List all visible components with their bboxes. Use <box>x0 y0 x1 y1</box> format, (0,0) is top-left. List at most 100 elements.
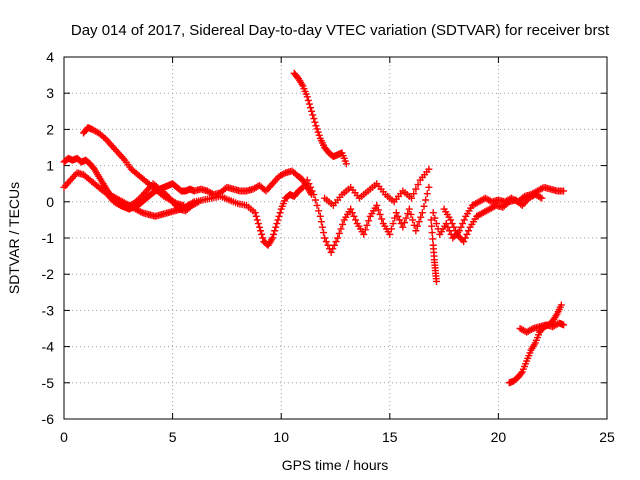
y-tick-label: 0 <box>46 194 54 210</box>
y-tick-label: 3 <box>46 85 54 101</box>
data-point <box>412 227 420 235</box>
data-point <box>457 223 465 231</box>
data-point <box>342 160 350 168</box>
data-point <box>252 212 260 220</box>
track-right-lower <box>440 191 546 246</box>
data-point <box>320 229 328 237</box>
data-point <box>280 170 288 178</box>
data-point <box>310 191 318 199</box>
data-point <box>396 216 404 224</box>
data-point <box>387 225 395 233</box>
data-point <box>400 219 408 227</box>
data-point <box>303 93 311 101</box>
data-point <box>417 213 425 221</box>
data-point <box>318 223 326 231</box>
data-point <box>115 201 123 209</box>
data-point <box>386 230 394 238</box>
data-point <box>428 222 436 230</box>
data-point <box>305 180 313 188</box>
data-point <box>373 201 381 209</box>
data-point <box>310 115 318 123</box>
data-point <box>414 181 422 189</box>
data-point <box>337 225 345 233</box>
data-point <box>363 221 371 229</box>
axis-ticks <box>63 56 608 420</box>
data-point <box>254 220 262 228</box>
data-point <box>307 183 315 191</box>
data-point <box>374 206 382 214</box>
x-axis-label: GPS time / hours <box>282 457 389 473</box>
data-point <box>404 210 412 218</box>
data-point <box>450 223 458 231</box>
data-point <box>459 220 467 228</box>
data-point <box>327 248 335 256</box>
x-tick-label: 10 <box>273 429 289 445</box>
y-tick-label: -6 <box>42 411 55 427</box>
data-point <box>311 118 319 126</box>
data-point <box>332 238 340 246</box>
track-bottom-right-flat <box>516 319 568 336</box>
data-point <box>255 223 263 231</box>
data-point <box>410 190 418 198</box>
data-point <box>447 216 455 224</box>
y-tick-label: 1 <box>46 158 54 174</box>
data-point <box>134 196 142 204</box>
track-upper-right-short <box>290 69 350 168</box>
track-center-noisy <box>303 176 433 256</box>
data-point <box>402 214 410 222</box>
track-center-upper <box>321 165 433 209</box>
data-point <box>397 220 405 228</box>
data-point <box>378 215 386 223</box>
data-point <box>536 193 544 201</box>
data-point <box>360 230 368 238</box>
data-point <box>560 321 568 329</box>
data-point <box>304 96 312 104</box>
data-point <box>253 216 261 224</box>
data-point <box>273 220 281 228</box>
data-point <box>392 209 400 217</box>
data-point <box>307 104 315 112</box>
data-point <box>410 221 418 229</box>
data-point <box>432 277 440 285</box>
data-point <box>299 183 307 191</box>
data-point <box>195 198 203 206</box>
data-point <box>137 208 145 216</box>
data-point <box>321 234 329 242</box>
y-tick-label: -4 <box>42 339 55 355</box>
data-point <box>408 194 416 202</box>
data-point <box>425 183 433 191</box>
data-point <box>276 209 284 217</box>
data-point <box>448 220 456 228</box>
data-point <box>557 301 565 309</box>
data-point <box>528 325 536 333</box>
data-point <box>298 184 306 192</box>
track-drop-center <box>427 216 440 285</box>
data-point <box>275 212 283 220</box>
data-point <box>429 235 437 243</box>
data-point <box>422 196 430 204</box>
data-point <box>317 218 325 226</box>
x-tick-labels: 0 5 10 15 20 25 <box>60 429 615 445</box>
x-tick-label: 20 <box>491 429 507 445</box>
data-point <box>193 199 201 207</box>
data-point <box>429 209 437 217</box>
data-point <box>425 165 433 173</box>
data-point <box>311 196 319 204</box>
data-point <box>452 227 460 235</box>
data-point <box>330 241 338 249</box>
data-point <box>423 190 431 198</box>
data-point <box>272 223 280 231</box>
data-point <box>376 210 384 218</box>
track-mid-cluster <box>103 180 203 215</box>
data-point <box>259 234 267 242</box>
y-tick-label: 4 <box>46 49 54 65</box>
data-point <box>324 241 332 249</box>
y-tick-label: 2 <box>46 121 54 137</box>
y-tick-label: -2 <box>42 266 55 282</box>
data-point <box>409 216 417 224</box>
data-point <box>271 227 279 235</box>
data-point <box>309 111 317 119</box>
data-point <box>460 216 468 224</box>
data-point <box>314 128 322 136</box>
